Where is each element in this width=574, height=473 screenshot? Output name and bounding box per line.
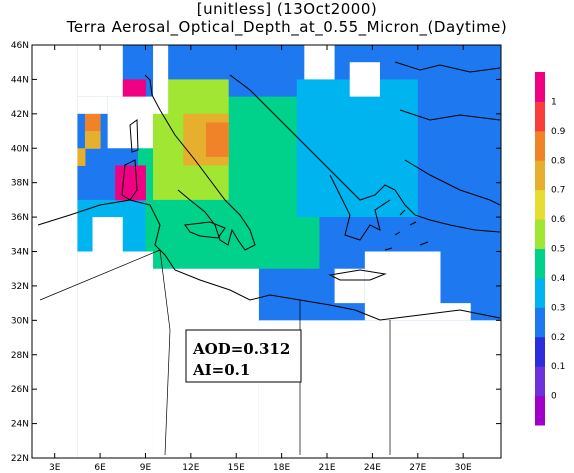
colorbar-label: 0.2 (551, 333, 565, 343)
y-tick-label: 30N (11, 316, 29, 326)
coastline-sicily (184, 221, 226, 239)
colorbar-swatch (535, 219, 545, 249)
x-tick-label: 3E (49, 463, 61, 473)
x-tick-label: 15E (228, 463, 245, 473)
missing-data-10 (440, 303, 471, 321)
colorbar-swatch (535, 277, 545, 308)
missing-data-6 (107, 96, 154, 149)
colorbar-swatch (535, 248, 545, 279)
colorbar-swatch (535, 130, 545, 161)
colorbar-swatch (535, 395, 545, 426)
y-tick-label: 28N (11, 351, 29, 361)
colorbar-swatch (535, 366, 545, 397)
colorbar: 0 0.1 0.2 0.3 0.4 0.5 0.6 0.7 0.8 0.9 1 (535, 72, 566, 426)
aod-cell-5 (115, 182, 131, 201)
x-tick-label: 6E (94, 463, 106, 473)
y-tick-label: 44N (11, 75, 29, 85)
y-tick-label: 46N (11, 41, 29, 51)
x-tick-label: 12E (182, 463, 199, 473)
coastline-layer (37, 61, 501, 456)
missing-data-5 (77, 96, 108, 114)
aod-cell-8 (84, 131, 101, 149)
y-tick-label: 32N (11, 282, 29, 292)
annotation-box: AOD=0.312 AI=0.1 (185, 329, 302, 383)
y-tick-label: 36N (11, 213, 29, 223)
colorbar-label: 0.8 (551, 156, 566, 166)
axes: 3E 6E 9E 12E 15E 18E 21E 24E 27E 30E 22N 24N 26N 28N 3… (11, 41, 501, 473)
annotation-ai: AI=0.1 (192, 361, 250, 379)
colorbar-label: 0.9 (551, 127, 566, 137)
missing-data-0 (32, 45, 78, 458)
x-tick-label: 24E (364, 463, 381, 473)
colorbar-swatch (535, 72, 545, 102)
coastline-greece (329, 174, 391, 241)
missing-data-7 (153, 45, 169, 114)
x-tick-label: 30E (455, 463, 472, 473)
coastline-balkans (229, 74, 501, 233)
x-tick-label: 27E (409, 463, 426, 473)
y-tick-label: 24N (11, 420, 29, 430)
aod-cell-3 (115, 165, 131, 184)
colorbar-swatch (535, 160, 545, 191)
aod-cell-4 (130, 165, 146, 184)
coastline-sardinia (121, 159, 138, 201)
colorbar-label: 0 (551, 392, 557, 402)
missing-data-13 (92, 217, 123, 252)
y-tick-label: 38N (11, 179, 29, 189)
colorbar-label: 0.5 (551, 245, 565, 255)
aod-region-4 (205, 122, 229, 157)
coastline-turkey (399, 109, 501, 206)
heatmap-layer (32, 45, 501, 458)
map-title-line1: [unitless] (13Oct2000) (196, 0, 378, 18)
colorbar-label: 1 (551, 97, 557, 107)
y-tick-label: 22N (11, 454, 29, 464)
colorbar-label: 0.1 (551, 362, 565, 372)
colorbar-swatch (535, 189, 545, 220)
colorbar-swatch (535, 336, 545, 367)
y-tick-label: 40N (11, 144, 29, 154)
x-tick-label: 21E (318, 463, 335, 473)
y-tick-label: 34N (11, 248, 29, 258)
y-tick-label: 42N (11, 110, 29, 120)
coastline-black-sea (394, 61, 501, 73)
coastline-aegean-islands (384, 209, 429, 251)
map-title-line2: Terra Aerosal_Optical_Depth_at_0.55_Micr… (66, 18, 508, 36)
colorbar-label: 0.7 (551, 186, 565, 196)
missing-data-9 (364, 251, 441, 321)
missing-data-4 (77, 45, 123, 97)
colorbar-label: 0.4 (551, 274, 566, 284)
aod-cell-7 (84, 113, 101, 132)
coastline-north-africa (37, 199, 501, 321)
y-tick-label: 26N (11, 385, 29, 395)
x-tick-label: 9E (140, 463, 152, 473)
aod-cell-1 (130, 79, 146, 98)
colorbar-swatch (535, 307, 545, 338)
colorbar-label: 0.6 (551, 215, 566, 225)
aod-cell-6 (130, 182, 146, 201)
coastline-corsica (129, 119, 139, 153)
coastline-italy (144, 74, 256, 251)
missing-data-8 (334, 268, 365, 304)
colorbar-label: 0.3 (551, 303, 565, 313)
x-tick-label: 18E (273, 463, 290, 473)
missing-data-11 (349, 62, 380, 97)
missing-data-1 (77, 251, 154, 458)
missing-data-12 (304, 45, 335, 80)
colorbar-swatch (535, 101, 545, 132)
coastline-crete (328, 269, 387, 281)
annotation-aod: AOD=0.312 (192, 340, 290, 358)
